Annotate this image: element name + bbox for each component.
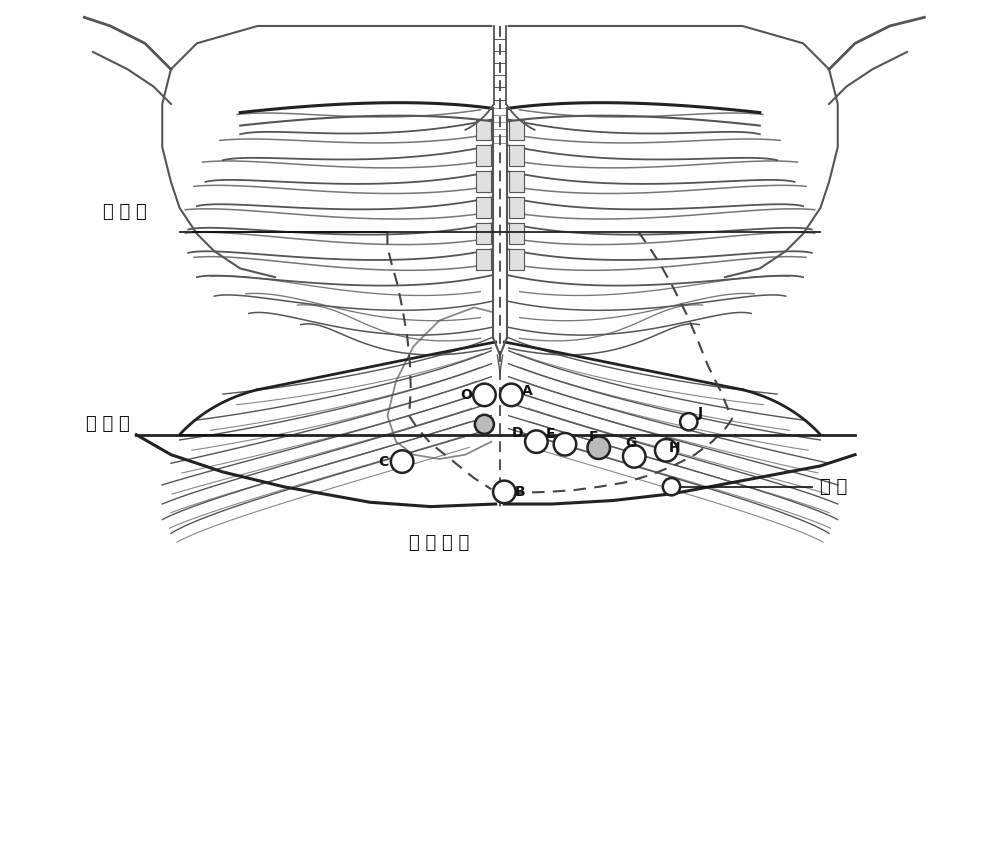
Text: 胸 腺 区: 胸 腺 区: [103, 204, 147, 221]
Text: F: F: [588, 430, 598, 444]
Text: 心 包 区: 心 包 区: [86, 416, 130, 433]
Text: 左 剑 肋 角: 左 剑 肋 角: [409, 534, 470, 552]
Bar: [509, 249, 524, 270]
Text: O: O: [460, 388, 472, 402]
Circle shape: [663, 478, 680, 495]
Circle shape: [587, 436, 610, 459]
Bar: [509, 120, 524, 140]
Circle shape: [500, 384, 523, 406]
Bar: [476, 249, 491, 270]
Circle shape: [680, 413, 697, 430]
Circle shape: [493, 481, 516, 503]
Circle shape: [554, 433, 576, 456]
Bar: [476, 145, 491, 166]
Bar: [476, 120, 491, 140]
Text: H: H: [669, 441, 680, 455]
Bar: [509, 223, 524, 244]
Text: 乳 头: 乳 头: [820, 478, 848, 495]
Bar: [476, 171, 491, 192]
Text: J: J: [697, 406, 703, 420]
Bar: [509, 171, 524, 192]
Bar: [509, 145, 524, 166]
Text: B: B: [515, 485, 525, 499]
Text: G: G: [626, 436, 637, 449]
Circle shape: [475, 415, 494, 434]
Circle shape: [623, 445, 645, 468]
Bar: [476, 223, 491, 244]
Bar: [476, 197, 491, 218]
Circle shape: [525, 430, 548, 453]
Bar: [509, 197, 524, 218]
Text: C: C: [378, 455, 388, 469]
Text: A: A: [522, 384, 532, 397]
Circle shape: [655, 439, 678, 462]
Text: D: D: [512, 426, 524, 440]
Circle shape: [391, 450, 413, 473]
Text: E: E: [546, 427, 555, 441]
Circle shape: [473, 384, 496, 406]
